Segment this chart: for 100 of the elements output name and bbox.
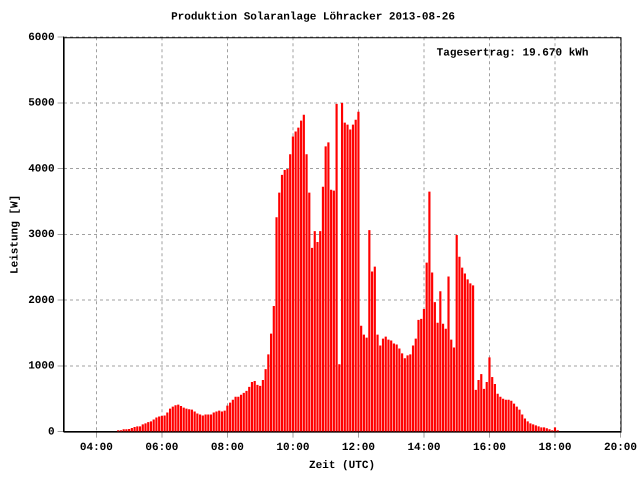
x-tick-label: 06:00 — [145, 442, 178, 454]
bar — [210, 414, 212, 432]
bar — [417, 320, 420, 432]
bar — [538, 426, 540, 432]
bar — [254, 380, 256, 432]
chart-title: Produktion Solaranlage Löhracker 2013-08-26 — [171, 11, 455, 24]
y-tick-label: 2000 — [28, 294, 55, 307]
bar — [439, 291, 442, 432]
bar — [488, 357, 491, 432]
bar — [324, 146, 327, 432]
bar — [229, 402, 232, 432]
annotation: Tagesertrag: 19.670 kWh — [436, 47, 588, 60]
x-tick-label: 08:00 — [210, 442, 244, 454]
y-tick-label: 1000 — [28, 360, 55, 373]
bar — [215, 412, 218, 432]
x-tick-label: 20:00 — [604, 442, 638, 454]
bar — [546, 428, 548, 432]
y-tick-label: 5000 — [28, 98, 55, 110]
bar — [174, 405, 177, 432]
bar — [396, 344, 398, 432]
bar — [294, 132, 297, 432]
bar — [155, 417, 158, 432]
bar — [340, 102, 344, 432]
bar — [518, 410, 521, 432]
bar — [144, 423, 147, 432]
x-tick-label: 12:00 — [342, 442, 375, 454]
x-axis-title: Zeit (UTC) — [309, 460, 376, 472]
bar — [150, 421, 152, 432]
bar — [212, 412, 215, 432]
bar — [194, 412, 196, 432]
bar — [502, 398, 504, 432]
bar — [406, 355, 409, 432]
y-tick-label: 6000 — [28, 32, 55, 44]
bar — [182, 408, 185, 432]
bar — [207, 414, 210, 432]
bar — [499, 396, 502, 432]
bar — [504, 400, 507, 432]
bar — [232, 400, 234, 432]
bar — [202, 415, 204, 432]
bar — [428, 192, 430, 432]
bar — [220, 412, 224, 432]
bar — [384, 336, 387, 432]
bar — [314, 231, 316, 432]
bar — [168, 408, 172, 432]
bar — [327, 142, 330, 432]
y-tick-label: 3000 — [28, 229, 55, 242]
bar — [237, 396, 240, 432]
bar — [166, 412, 168, 432]
bar — [147, 422, 150, 432]
x-tick-label: 10:00 — [276, 442, 310, 454]
bar — [540, 427, 542, 432]
bar — [172, 406, 174, 432]
bar — [346, 124, 349, 432]
y-tick-label: 0 — [48, 426, 55, 438]
bar — [250, 382, 254, 432]
bar — [516, 406, 518, 432]
y-tick-label: 4000 — [28, 163, 55, 176]
bar — [142, 424, 144, 432]
bar — [374, 266, 376, 432]
bar — [507, 400, 510, 432]
bar — [284, 170, 286, 432]
y-axis-title: Leistung [W] — [9, 194, 22, 274]
bar — [226, 406, 228, 432]
bar — [138, 426, 142, 432]
bar — [256, 384, 259, 432]
bar — [188, 409, 190, 432]
bar — [130, 428, 133, 432]
bar — [390, 340, 392, 432]
bar — [510, 400, 512, 432]
bar — [512, 404, 516, 432]
bar — [196, 414, 198, 432]
bar — [447, 276, 450, 432]
bar — [472, 285, 474, 432]
bar — [180, 406, 182, 432]
bar — [524, 418, 526, 432]
bar — [302, 114, 305, 432]
bar — [542, 427, 546, 432]
x-tick-label: 04:00 — [80, 442, 113, 454]
bar — [199, 414, 202, 432]
x-tick-label: 16:00 — [472, 442, 506, 454]
x-tick-label: 14:00 — [407, 442, 440, 454]
bar — [204, 414, 207, 432]
bar — [240, 394, 242, 432]
bar — [456, 235, 458, 432]
bar — [336, 104, 338, 432]
bar — [134, 427, 136, 432]
bar — [534, 425, 537, 432]
bar — [357, 112, 360, 432]
bar — [128, 428, 130, 432]
bar — [529, 423, 532, 432]
bar — [398, 348, 400, 432]
bar — [368, 230, 370, 432]
bar — [392, 344, 395, 432]
bar — [218, 410, 220, 432]
bar — [554, 427, 556, 432]
bar — [234, 396, 237, 432]
bar — [532, 424, 534, 432]
bar — [387, 340, 390, 432]
bar — [469, 283, 472, 432]
bar — [245, 390, 248, 432]
